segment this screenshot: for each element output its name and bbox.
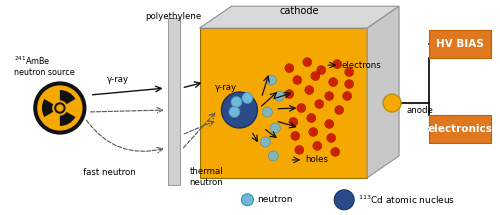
Circle shape <box>274 91 284 101</box>
Circle shape <box>344 68 354 77</box>
Wedge shape <box>60 90 76 108</box>
Circle shape <box>285 89 294 98</box>
Circle shape <box>330 147 340 156</box>
FancyBboxPatch shape <box>429 30 491 58</box>
Circle shape <box>297 103 306 112</box>
Circle shape <box>326 134 336 142</box>
Circle shape <box>38 86 82 130</box>
Circle shape <box>311 72 320 81</box>
Circle shape <box>291 131 300 140</box>
Circle shape <box>268 151 278 161</box>
Text: HV BIAS: HV BIAS <box>436 39 484 49</box>
Circle shape <box>266 75 276 85</box>
Text: polyethylene: polyethylene <box>146 12 202 21</box>
Circle shape <box>53 101 67 115</box>
Circle shape <box>317 66 326 75</box>
Circle shape <box>307 114 316 123</box>
Circle shape <box>324 120 334 128</box>
Circle shape <box>305 86 314 95</box>
Text: thermal
neutron: thermal neutron <box>190 167 224 187</box>
Circle shape <box>270 123 280 133</box>
Circle shape <box>342 92 351 101</box>
Circle shape <box>315 100 324 109</box>
Wedge shape <box>60 108 76 126</box>
Circle shape <box>231 97 242 108</box>
Circle shape <box>55 103 65 113</box>
Circle shape <box>334 190 354 210</box>
Circle shape <box>328 78 338 87</box>
Circle shape <box>332 60 342 69</box>
Polygon shape <box>367 6 399 178</box>
Text: $^{113}$Cd atomic nucleus: $^{113}$Cd atomic nucleus <box>358 194 456 206</box>
Text: $^{241}$AmBe: $^{241}$AmBe <box>14 55 51 67</box>
Circle shape <box>313 141 322 150</box>
Text: neutron source: neutron source <box>14 68 74 77</box>
Text: cathode: cathode <box>280 6 319 16</box>
Bar <box>200 28 367 178</box>
Circle shape <box>285 64 294 73</box>
Text: electrons: electrons <box>341 61 381 70</box>
Wedge shape <box>42 99 60 117</box>
Circle shape <box>293 76 302 84</box>
FancyBboxPatch shape <box>429 115 491 143</box>
Circle shape <box>324 92 334 101</box>
Circle shape <box>334 106 344 114</box>
Circle shape <box>34 82 86 134</box>
Circle shape <box>289 117 298 126</box>
Text: γ-ray: γ-ray <box>106 75 129 84</box>
Text: fast neutron: fast neutron <box>84 168 136 177</box>
Circle shape <box>260 137 270 147</box>
Text: neutron: neutron <box>258 195 293 204</box>
Bar <box>168 18 179 185</box>
Polygon shape <box>200 6 399 28</box>
Circle shape <box>383 94 401 112</box>
Text: electronics: electronics <box>428 124 492 134</box>
Circle shape <box>303 58 312 67</box>
Circle shape <box>222 92 258 128</box>
Circle shape <box>242 92 253 103</box>
Text: anode: anode <box>406 106 433 115</box>
Circle shape <box>262 107 272 117</box>
Text: holes: holes <box>306 155 328 164</box>
Circle shape <box>309 127 318 137</box>
Circle shape <box>295 145 304 154</box>
Circle shape <box>229 106 240 117</box>
Circle shape <box>344 80 354 89</box>
Circle shape <box>242 194 254 206</box>
Text: γ-ray: γ-ray <box>214 83 236 92</box>
Circle shape <box>57 105 63 111</box>
